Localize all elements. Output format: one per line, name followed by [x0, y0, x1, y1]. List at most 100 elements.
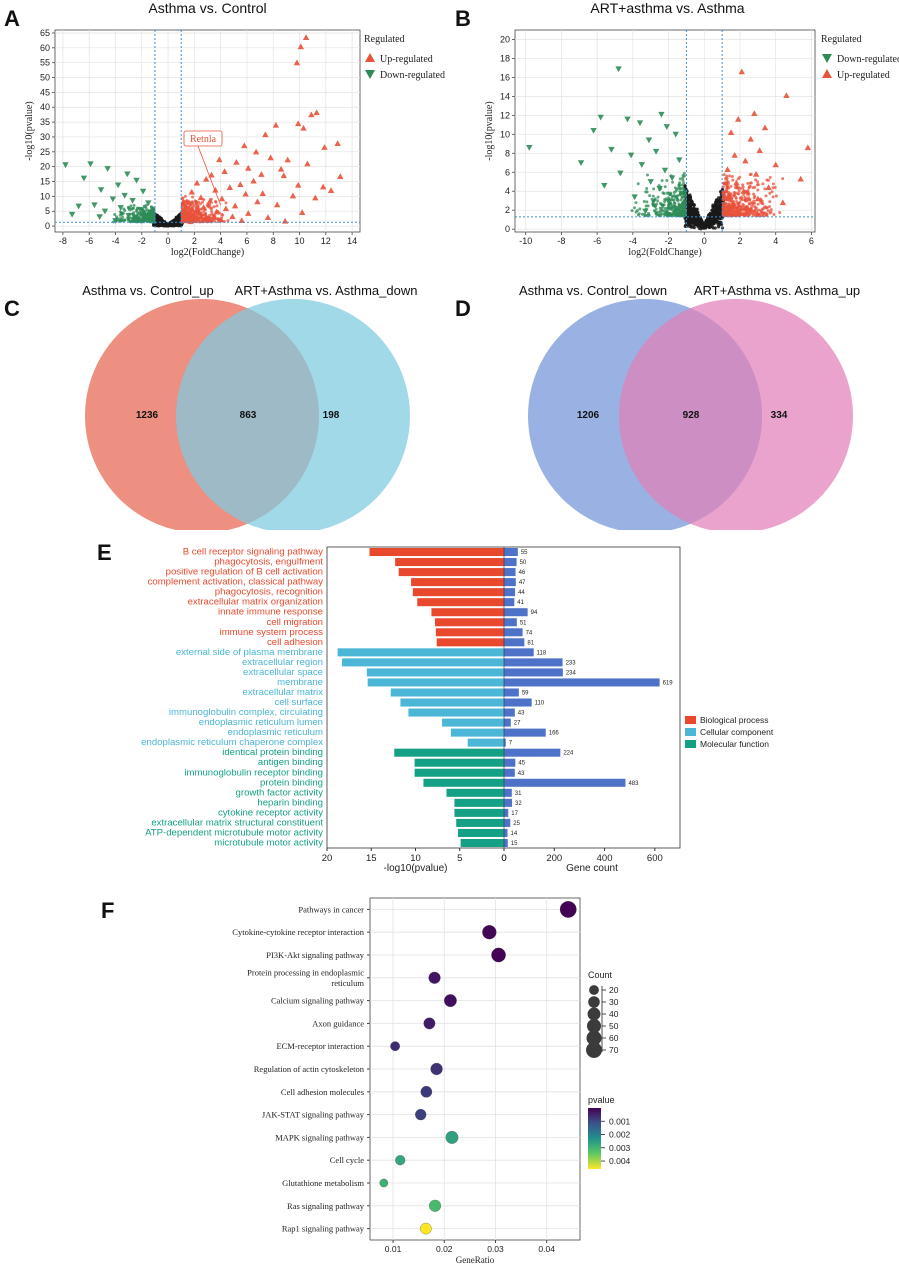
- x-tick-label: 12: [321, 236, 331, 246]
- down-dense-point: [645, 186, 649, 190]
- pathway-label: JAK-STAT signaling pathway: [262, 1110, 365, 1120]
- count-label: 81: [527, 640, 534, 646]
- term-label: extracellular space: [243, 667, 323, 678]
- up-regulated-point: [308, 111, 315, 118]
- up-dense-point: [734, 206, 738, 210]
- pvalue-bar: [369, 548, 504, 557]
- pathway-dot: [423, 1017, 436, 1030]
- count-bar: [504, 708, 515, 717]
- y-tick-label: 2: [505, 205, 510, 215]
- x-tick-label: 2: [737, 236, 742, 246]
- x-tick-label: -8: [557, 236, 565, 246]
- up-regulated-point: [727, 129, 735, 135]
- term-label: microtubule motor activity: [214, 838, 323, 849]
- up-dense-point: [759, 211, 763, 215]
- y-tick-label: 15: [40, 177, 50, 187]
- down-dense-point: [636, 182, 640, 186]
- kegg-dot-plot: 0.01 0.02 0.03 0.04 Pathways in cancer Cytoki…: [232, 897, 631, 1264]
- up-dense-point: [729, 184, 733, 188]
- down-regulated-point: [141, 215, 148, 222]
- up-dense-point: [752, 210, 756, 214]
- x-tick-label: -8: [59, 236, 67, 246]
- pathway-label: Ras signaling pathway: [287, 1201, 365, 1211]
- down-regulated-point: [62, 162, 69, 169]
- y-tick-label: 16: [500, 72, 510, 82]
- down-dense-point: [670, 205, 674, 209]
- count-label: 234: [566, 670, 577, 676]
- pathway-label: Calcium signaling pathway: [271, 996, 365, 1006]
- pvalue-bar: [366, 668, 504, 677]
- annotation-label: Retnla: [190, 134, 217, 145]
- y-tick-label: 0: [505, 224, 510, 234]
- term-label: cell migration: [266, 617, 323, 628]
- pvalue-bar: [342, 658, 504, 667]
- term-label: extracellular region: [242, 657, 323, 668]
- term-label: phagocytosis, recognition: [215, 587, 323, 598]
- pathway-label: Cell cycle: [330, 1155, 364, 1165]
- down-regulated-point: [145, 200, 152, 207]
- up-dense-point: [216, 219, 220, 223]
- up-regulated-point: [722, 209, 729, 216]
- down-regulated-point: [124, 171, 131, 178]
- ns-point: [688, 220, 692, 224]
- x-tick-label: -6: [85, 236, 93, 246]
- up-regulated-point: [245, 164, 252, 171]
- size-legend-label: 20: [609, 985, 619, 995]
- up-dense-point: [728, 197, 732, 201]
- color-legend-label: 0.004: [609, 1156, 631, 1166]
- count-bar: [504, 678, 660, 687]
- term-label: identical protein binding: [222, 747, 323, 758]
- up-dense-point: [772, 213, 776, 217]
- term-label: heparin binding: [257, 797, 323, 808]
- count-bar: [504, 728, 546, 737]
- pathway-label: Regulation of actin cytoskeleton: [254, 1064, 365, 1074]
- up-regulated-point: [754, 195, 762, 202]
- size-legend-dot: [589, 985, 599, 995]
- ns-point: [700, 225, 704, 229]
- up-regulated-point: [312, 194, 319, 201]
- up-dense-point: [753, 185, 757, 189]
- down-regulated-point: [147, 210, 155, 217]
- up-regulated-point: [293, 59, 301, 66]
- up-regulated-point: [262, 131, 269, 138]
- count-label: 59: [522, 691, 529, 697]
- up-dense-point: [755, 183, 759, 187]
- ns-point: [155, 214, 159, 218]
- down-regulated-point: [638, 162, 645, 168]
- pvalue-bar: [398, 568, 504, 577]
- x-tick-label: 20: [322, 853, 333, 864]
- term-label: membrane: [277, 677, 323, 688]
- up-dense-point: [724, 176, 728, 180]
- ns-point: [714, 206, 718, 210]
- panel-letter-d: D: [455, 296, 471, 321]
- x-tick-label: 6: [809, 236, 814, 246]
- pathway-dot: [430, 1062, 443, 1076]
- count-label: 483: [628, 781, 639, 787]
- size-legend-label: 70: [609, 1045, 619, 1055]
- ns-point: [695, 221, 699, 225]
- count-bar: [504, 788, 512, 797]
- pvalue-bar: [454, 798, 504, 807]
- up-regulated-point: [277, 165, 285, 172]
- up-dense-point: [727, 202, 731, 206]
- venn-diagram-d: Asthma vs. Control_down ART+Asthma vs. A…: [519, 283, 860, 530]
- down-regulated-point: [608, 146, 615, 153]
- legend-marker: [365, 53, 375, 62]
- pvalue-bar: [460, 838, 504, 847]
- count-bar: [504, 618, 517, 627]
- down-regulated-point: [117, 205, 124, 211]
- y-tick-label: 10: [40, 191, 50, 201]
- down-dense-point: [681, 208, 685, 212]
- count-bar: [504, 628, 523, 637]
- legend-swatch: [685, 716, 696, 724]
- down-regulated-point: [647, 179, 654, 185]
- x-tick-label: 14: [347, 236, 357, 246]
- annotation-box: [183, 130, 223, 147]
- down-regulated-point: [139, 188, 147, 195]
- up-dense-point: [733, 213, 737, 217]
- up-dense-point: [196, 205, 200, 209]
- pathway-dot: [444, 994, 457, 1007]
- down-regulated-point: [665, 199, 672, 205]
- count-label: 46: [519, 570, 526, 576]
- legend-label: Down-regulated: [380, 70, 445, 81]
